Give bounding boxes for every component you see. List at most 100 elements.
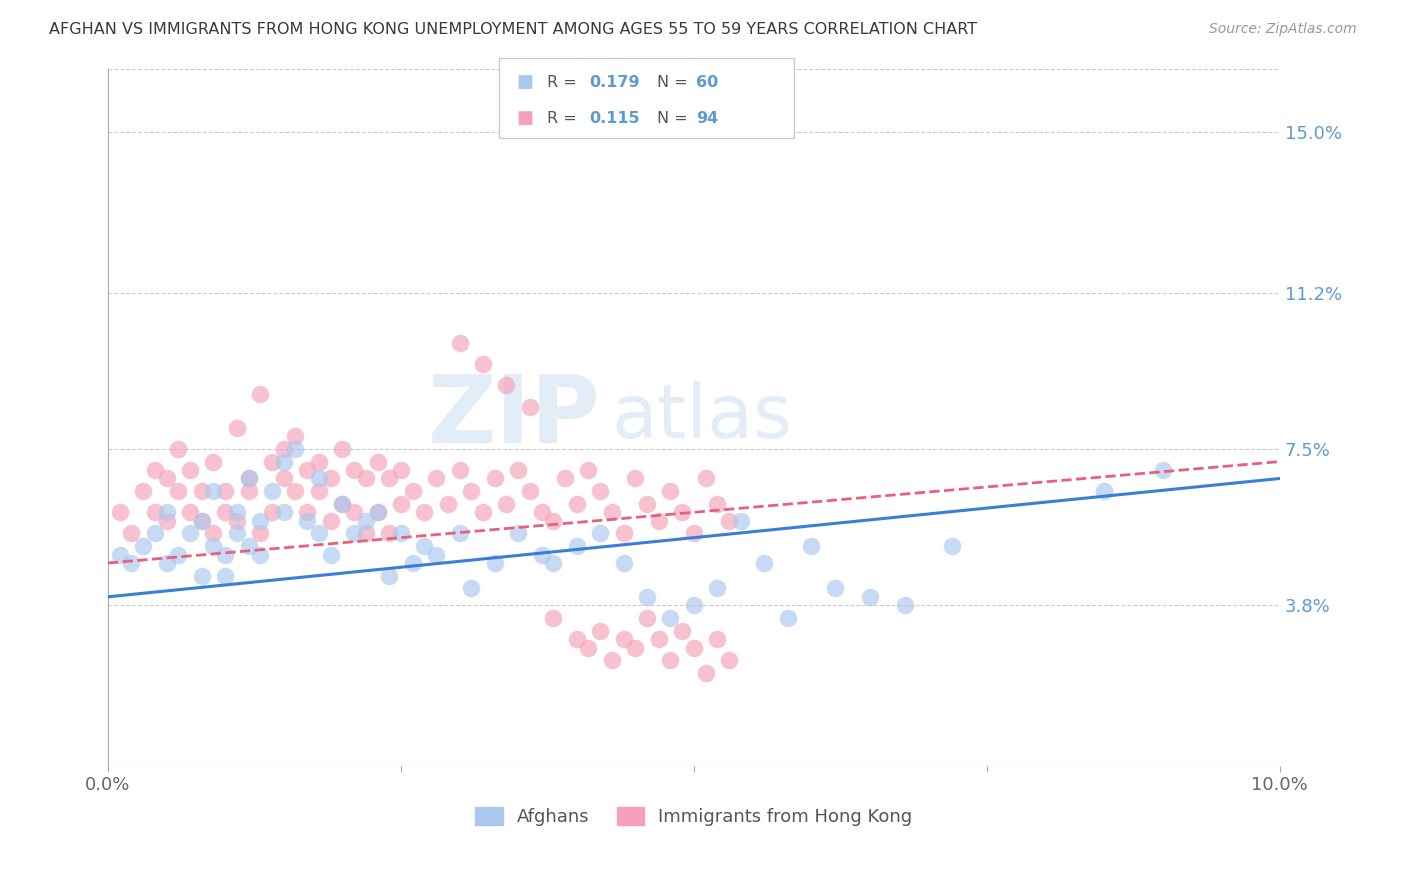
Point xyxy=(273,454,295,468)
Point xyxy=(706,632,728,646)
Point xyxy=(273,505,295,519)
Point xyxy=(1092,484,1115,499)
Point xyxy=(401,484,423,499)
Point xyxy=(167,442,190,456)
Point xyxy=(413,539,436,553)
Point xyxy=(366,454,388,468)
Point xyxy=(589,526,612,541)
Point xyxy=(1152,463,1174,477)
Point xyxy=(273,471,295,485)
Point xyxy=(167,548,190,562)
Point xyxy=(354,471,377,485)
Point xyxy=(401,556,423,570)
Point xyxy=(624,471,647,485)
Point xyxy=(155,471,177,485)
Point xyxy=(354,514,377,528)
Point xyxy=(389,526,412,541)
Point xyxy=(543,556,565,570)
Point xyxy=(695,471,717,485)
Point xyxy=(800,539,823,553)
Point xyxy=(225,505,247,519)
Point xyxy=(589,484,612,499)
Point xyxy=(508,526,530,541)
Point xyxy=(190,568,212,582)
Point xyxy=(449,336,471,351)
Point xyxy=(273,442,295,456)
Point xyxy=(578,463,600,477)
Text: ■: ■ xyxy=(516,109,533,128)
Point xyxy=(238,471,260,485)
Point xyxy=(249,526,271,541)
Point xyxy=(472,357,495,371)
Point xyxy=(319,514,342,528)
Point xyxy=(249,387,271,401)
Text: 94: 94 xyxy=(696,111,718,126)
Point xyxy=(824,582,846,596)
Point xyxy=(190,514,212,528)
Point xyxy=(132,484,155,499)
Point xyxy=(143,505,166,519)
Point xyxy=(214,568,236,582)
Point xyxy=(155,556,177,570)
Point xyxy=(284,484,307,499)
Point xyxy=(543,514,565,528)
Point xyxy=(543,611,565,625)
Point xyxy=(308,484,330,499)
Point xyxy=(624,640,647,655)
Point xyxy=(613,632,636,646)
Point xyxy=(366,505,388,519)
Point xyxy=(120,526,142,541)
Point xyxy=(659,484,682,499)
Point xyxy=(565,497,588,511)
Point xyxy=(260,454,283,468)
Point xyxy=(225,514,247,528)
Point xyxy=(354,526,377,541)
Point xyxy=(319,548,342,562)
Point xyxy=(600,505,623,519)
Point xyxy=(238,471,260,485)
Point xyxy=(413,505,436,519)
Point xyxy=(330,442,353,456)
Point xyxy=(519,484,541,499)
Point xyxy=(425,548,447,562)
Point xyxy=(472,505,495,519)
Point xyxy=(460,582,482,596)
Point xyxy=(225,526,247,541)
Point xyxy=(319,471,342,485)
Point xyxy=(190,484,212,499)
Point xyxy=(495,378,517,392)
Point xyxy=(389,497,412,511)
Point xyxy=(366,505,388,519)
Point xyxy=(589,624,612,638)
Point xyxy=(671,624,693,638)
Point xyxy=(202,526,225,541)
Point xyxy=(249,548,271,562)
Point xyxy=(613,526,636,541)
Point xyxy=(449,526,471,541)
Point xyxy=(648,632,671,646)
Text: ZIP: ZIP xyxy=(427,371,600,463)
Text: 60: 60 xyxy=(696,75,718,89)
Point xyxy=(179,526,201,541)
Point xyxy=(648,514,671,528)
Point xyxy=(508,463,530,477)
Point xyxy=(308,454,330,468)
Point xyxy=(600,653,623,667)
Point xyxy=(295,505,318,519)
Text: 0.179: 0.179 xyxy=(589,75,640,89)
Point xyxy=(179,505,201,519)
Point xyxy=(613,556,636,570)
Point xyxy=(578,640,600,655)
Text: 0.115: 0.115 xyxy=(589,111,640,126)
Text: N =: N = xyxy=(657,75,693,89)
Point xyxy=(120,556,142,570)
Text: N =: N = xyxy=(657,111,693,126)
Point xyxy=(249,514,271,528)
Point xyxy=(683,526,706,541)
Point xyxy=(330,497,353,511)
Point xyxy=(683,640,706,655)
Point xyxy=(706,497,728,511)
Point xyxy=(671,505,693,519)
Point xyxy=(284,442,307,456)
Point xyxy=(225,421,247,435)
